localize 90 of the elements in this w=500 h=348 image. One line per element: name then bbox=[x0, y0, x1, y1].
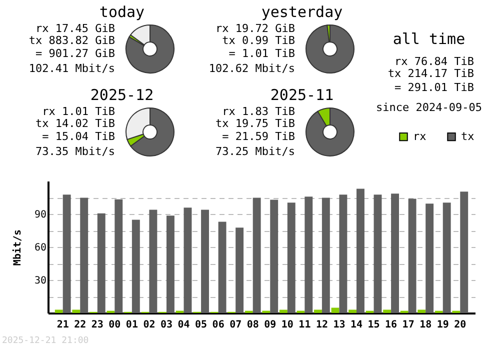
text: since 2024-09-05 bbox=[376, 101, 482, 114]
bar bbox=[322, 198, 330, 313]
bar bbox=[97, 213, 106, 313]
text: rx 1.83 TiB bbox=[222, 105, 296, 118]
chart-title: 2025-12 bbox=[90, 86, 154, 104]
x-tick-label: 22 bbox=[74, 320, 86, 330]
bar bbox=[184, 208, 192, 313]
text: 102.62 Mbit/s bbox=[208, 62, 295, 75]
chart-title: yesterday bbox=[261, 3, 343, 21]
bar bbox=[54, 310, 63, 313]
bar bbox=[236, 228, 244, 313]
x-tick-label: 11 bbox=[298, 320, 311, 330]
x-tick-label: 12 bbox=[316, 320, 328, 330]
text: 73.35 Mbit/s bbox=[36, 145, 115, 158]
x-tick-label: 20 bbox=[454, 320, 466, 330]
x-tick-label: 08 bbox=[246, 320, 259, 330]
x-tick-label: 21 bbox=[56, 320, 69, 330]
y-tick-label: 90 bbox=[34, 210, 46, 220]
x-tick-label: 17 bbox=[402, 320, 414, 330]
x-tick-label: 16 bbox=[385, 320, 398, 330]
text: rx 1.01 TiB bbox=[42, 105, 116, 118]
bar bbox=[166, 216, 174, 313]
bar bbox=[287, 202, 296, 313]
bar bbox=[408, 198, 416, 313]
text: rx 76.84 TiB bbox=[394, 55, 474, 68]
legend-label: tx bbox=[461, 130, 475, 143]
y-tick-label: 30 bbox=[34, 276, 46, 286]
x-tick-label: 00 bbox=[108, 320, 121, 330]
x-tick-label: 19 bbox=[436, 320, 449, 330]
bar bbox=[62, 194, 71, 313]
text: all time bbox=[392, 30, 466, 48]
x-tick-label: 14 bbox=[350, 320, 363, 330]
bar bbox=[218, 222, 226, 313]
x-tick-label: 06 bbox=[212, 320, 224, 330]
x-tick-label: 23 bbox=[91, 320, 104, 330]
bar bbox=[80, 198, 88, 313]
bar bbox=[442, 202, 451, 313]
text: = 901.27 GiB bbox=[36, 47, 116, 60]
bar bbox=[270, 200, 278, 313]
text: = 15.04 TiB bbox=[42, 130, 116, 143]
bar bbox=[460, 192, 468, 313]
text: tx 214.17 TiB bbox=[388, 67, 474, 80]
x-tick-label: 18 bbox=[420, 320, 432, 330]
chart-title: today bbox=[99, 3, 145, 21]
bar bbox=[418, 310, 426, 313]
text: tx 14.02 TiB bbox=[36, 117, 116, 130]
bar bbox=[339, 194, 348, 313]
bar bbox=[114, 199, 123, 313]
bar bbox=[72, 310, 80, 313]
x-tick-label: 09 bbox=[264, 320, 276, 330]
bar bbox=[149, 210, 158, 313]
bar bbox=[252, 198, 261, 313]
bar bbox=[132, 220, 140, 313]
bar bbox=[201, 210, 209, 313]
bar bbox=[348, 310, 357, 313]
legend-label: rx bbox=[413, 130, 427, 143]
x-tick-label: 04 bbox=[178, 320, 190, 330]
text: tx 0.99 TiB bbox=[222, 34, 296, 47]
text: tx 883.82 GiB bbox=[28, 34, 116, 47]
text: rx 19.72 GiB bbox=[216, 22, 296, 35]
x-tick-label: 10 bbox=[281, 320, 294, 330]
bar bbox=[391, 194, 399, 313]
text: = 1.01 TiB bbox=[228, 47, 296, 60]
x-tick-label: 02 bbox=[143, 320, 156, 330]
x-tick-label: 13 bbox=[333, 320, 346, 330]
bar bbox=[304, 196, 313, 313]
x-tick-label: 07 bbox=[230, 320, 242, 330]
y-tick-label: 60 bbox=[34, 242, 46, 254]
bar bbox=[374, 194, 382, 313]
text: rx 17.45 GiB bbox=[36, 22, 116, 35]
bar bbox=[314, 310, 322, 313]
y-axis-title: Mbit/s bbox=[11, 229, 24, 266]
text: 73.25 Mbit/s bbox=[216, 145, 295, 158]
x-tick-label: 15 bbox=[368, 320, 380, 330]
chart-title: 2025-11 bbox=[270, 86, 334, 104]
bar bbox=[356, 188, 364, 313]
donut-slice bbox=[306, 108, 354, 156]
bar bbox=[383, 310, 392, 313]
donut-slice bbox=[126, 24, 174, 74]
text: tx 19.75 TiB bbox=[216, 117, 296, 130]
text: = 21.59 TiB bbox=[222, 130, 296, 143]
bar bbox=[331, 308, 340, 313]
text: = 291.01 TiB bbox=[394, 81, 474, 94]
bar bbox=[279, 310, 288, 313]
x-tick-label: 05 bbox=[195, 320, 208, 330]
x-tick-label: 01 bbox=[126, 320, 138, 330]
bar bbox=[426, 204, 434, 313]
donut-slice bbox=[306, 24, 354, 74]
text: 102.41 Mbit/s bbox=[28, 62, 115, 75]
x-tick-label: 03 bbox=[160, 320, 173, 330]
